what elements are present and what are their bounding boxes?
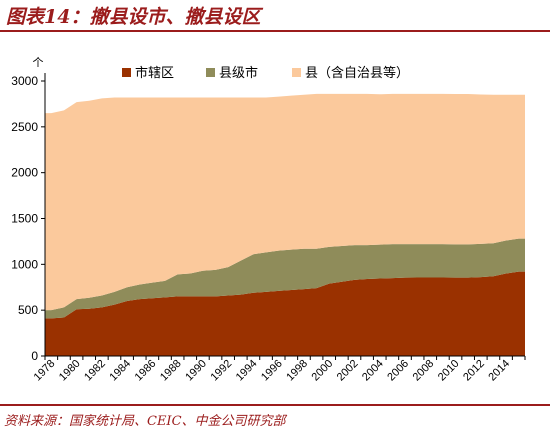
- legend-label: 县级市: [219, 65, 258, 80]
- x-tick-label: 2004: [360, 358, 386, 384]
- y-axis-unit: 个: [33, 56, 44, 69]
- x-tick-label: 2000: [310, 358, 336, 384]
- x-tick-label: 1994: [234, 358, 260, 384]
- source-rule: [0, 404, 550, 406]
- y-tick-label: 2500: [11, 120, 38, 134]
- legend-swatch: [122, 68, 131, 77]
- x-tick-label: 1992: [208, 358, 234, 384]
- legend-item-2: 县级市: [206, 65, 258, 80]
- x-tick-label: 2002: [335, 358, 361, 384]
- legend-label: 市辖区: [135, 65, 174, 80]
- y-tick-label: 2000: [11, 166, 38, 180]
- x-tick-label: 1996: [259, 358, 285, 384]
- y-tick-label: 1000: [11, 257, 38, 271]
- x-tick-label: 1988: [158, 358, 184, 384]
- x-tick-label: 2008: [411, 358, 437, 384]
- x-tick-label: 2012: [461, 358, 487, 384]
- legend-swatch: [206, 68, 215, 77]
- x-tick-label: 2010: [436, 358, 462, 384]
- title-rule: [0, 30, 550, 32]
- x-tick-label: 1990: [183, 358, 209, 384]
- x-tick-label: 1984: [107, 358, 133, 384]
- x-tick-label: 2006: [385, 358, 411, 384]
- x-tick-label: 1982: [82, 358, 108, 384]
- figure-title: 图表14：撤县设市、撤县设区: [6, 6, 261, 28]
- x-tick-label: 1980: [57, 358, 83, 384]
- legend-label: 县（含自治县等）: [305, 65, 409, 80]
- x-tick-label: 1998: [284, 358, 310, 384]
- y-tick-label: 500: [18, 303, 38, 317]
- source-note: 资料来源：国家统计局、CEIC、中金公司研究部: [4, 414, 286, 429]
- legend-swatch: [292, 68, 301, 77]
- y-tick-label: 3000: [11, 74, 38, 88]
- area-series-2: [45, 238, 525, 319]
- area-series-group: [45, 93, 525, 356]
- legend-item-3: 县（含自治县等）: [292, 65, 409, 80]
- x-tick-label: 2014: [486, 358, 512, 384]
- y-tick-label: 1500: [11, 212, 38, 226]
- area-series-1: [45, 271, 525, 356]
- y-tick-label: 0: [31, 349, 38, 363]
- legend: 市辖区 县级市 县（含自治县等）: [122, 65, 409, 80]
- legend-item-1: 市辖区: [122, 65, 174, 80]
- area-series-3: [45, 93, 525, 311]
- x-tick-label: 1986: [133, 358, 159, 384]
